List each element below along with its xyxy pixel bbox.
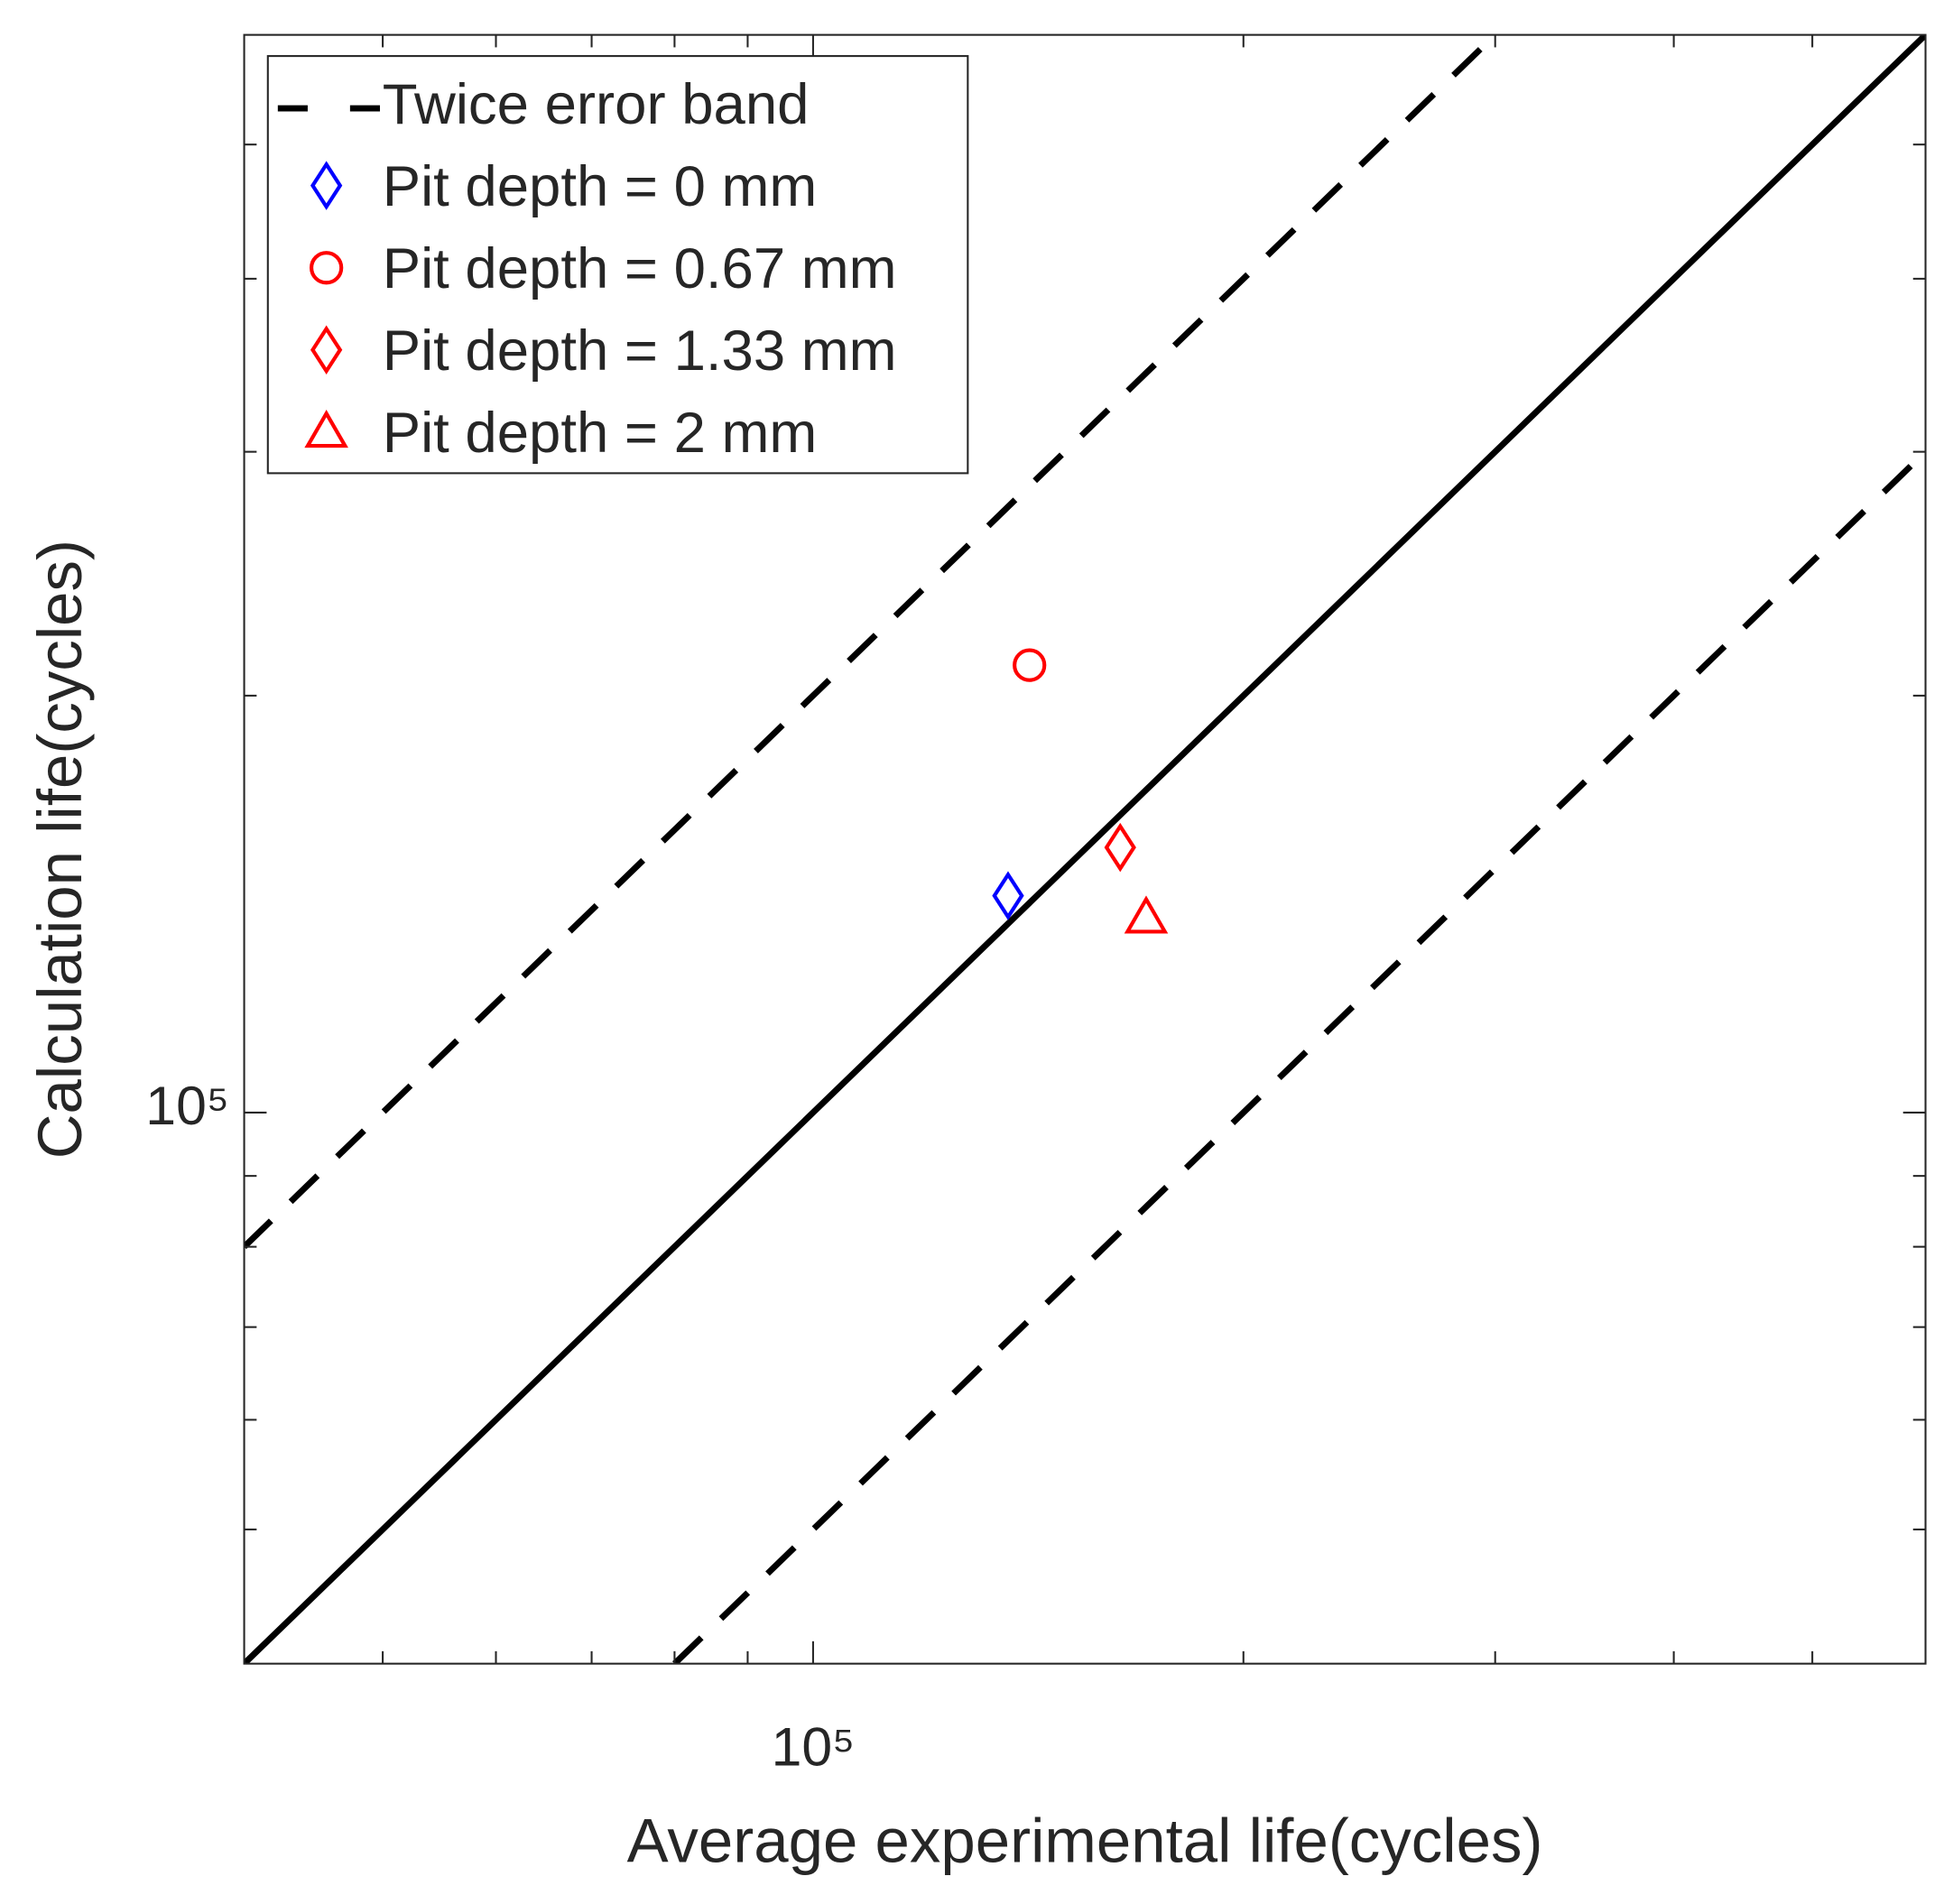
- marker: [304, 410, 348, 448]
- legend-label: Twice error band: [383, 73, 810, 136]
- plot-area: [244, 34, 1926, 1664]
- legend-label: Pit depth = 0.67 mm: [383, 237, 897, 300]
- marker: [1124, 895, 1169, 934]
- marker: [1013, 648, 1047, 682]
- marker: [1104, 822, 1136, 873]
- legend-box: [266, 55, 969, 475]
- reference-line: [244, 34, 1498, 1250]
- marker: [310, 251, 344, 285]
- reference-line: [244, 34, 1926, 1664]
- axes-box: [243, 33, 1927, 1665]
- marker: [310, 161, 343, 210]
- x-axis-label: Average experimental life(cycles): [627, 1806, 1543, 1875]
- legend-label: Pit depth = 0 mm: [383, 155, 818, 218]
- y-axis-label: Calculation life(cycles): [25, 540, 95, 1159]
- marker: [992, 871, 1024, 920]
- reference-line: [672, 449, 1926, 1664]
- marker: [310, 325, 343, 375]
- legend-label: Pit depth = 1.33 mm: [383, 319, 897, 383]
- y-tick-label: 10⁵: [145, 1075, 229, 1136]
- x-tick-label: 10⁵: [772, 1715, 856, 1777]
- legend-label: Pit depth = 2 mm: [383, 402, 818, 465]
